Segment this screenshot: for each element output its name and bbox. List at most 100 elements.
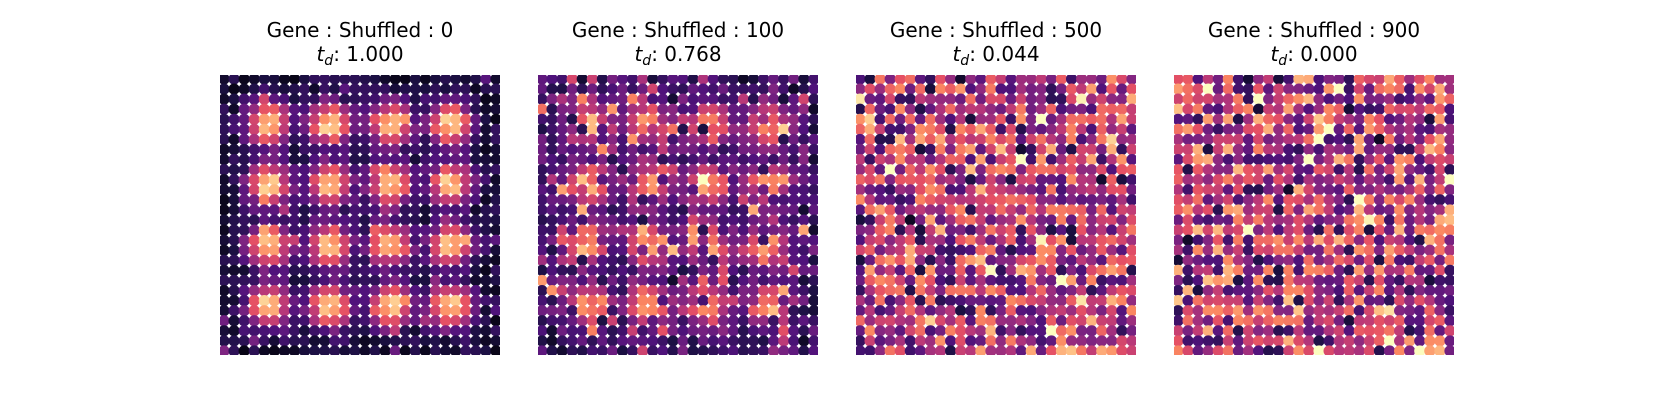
spot — [1174, 184, 1184, 196]
spot — [596, 214, 609, 226]
spot — [220, 93, 230, 105]
spot — [1086, 83, 1098, 95]
spot — [1096, 75, 1108, 85]
spot — [538, 174, 548, 186]
spot — [778, 335, 790, 347]
spot — [460, 83, 472, 95]
spot — [677, 295, 689, 307]
spot — [258, 305, 270, 317]
spot — [737, 184, 750, 196]
spot — [369, 234, 381, 246]
spot — [248, 234, 260, 246]
spot — [1313, 264, 1325, 277]
spot — [606, 325, 619, 337]
spot — [1116, 184, 1128, 196]
spot — [934, 315, 947, 327]
spot — [798, 244, 810, 256]
spot — [616, 244, 629, 256]
spot — [914, 93, 927, 105]
spot — [884, 93, 896, 105]
spot — [309, 194, 321, 206]
spot — [955, 113, 967, 125]
spot — [248, 295, 260, 307]
spot — [258, 335, 270, 347]
spot — [808, 143, 818, 156]
spot — [727, 164, 740, 176]
spot — [1414, 75, 1426, 85]
spot — [329, 295, 341, 307]
spot — [874, 284, 886, 297]
spot — [379, 123, 391, 135]
spot — [1055, 143, 1068, 156]
spot — [1182, 274, 1194, 287]
spot — [546, 305, 558, 317]
spot — [309, 113, 321, 125]
spot — [298, 93, 311, 105]
spot — [1273, 143, 1285, 156]
spot — [546, 254, 558, 266]
spot — [768, 284, 780, 297]
spot — [429, 113, 442, 125]
spot — [1126, 103, 1136, 115]
spot — [616, 234, 629, 246]
spot — [1025, 305, 1037, 317]
spot — [727, 254, 740, 266]
spot — [369, 284, 381, 297]
spot — [538, 254, 548, 266]
spot — [1434, 274, 1446, 287]
spot — [556, 264, 568, 277]
spot — [228, 325, 240, 337]
spot — [677, 123, 689, 135]
spot — [874, 305, 886, 317]
spot — [309, 284, 321, 297]
spot — [389, 133, 401, 146]
spot — [1333, 254, 1345, 266]
spot — [747, 234, 760, 246]
spot — [1434, 93, 1446, 105]
spot — [379, 194, 391, 206]
spot — [1015, 244, 1027, 256]
spot — [369, 335, 381, 347]
spot — [1116, 345, 1128, 355]
spot — [667, 224, 679, 236]
spot — [268, 274, 280, 287]
spot — [349, 83, 361, 95]
spot — [1242, 264, 1255, 277]
spot — [298, 274, 311, 287]
spot — [884, 274, 896, 287]
spot — [1116, 264, 1128, 277]
spot — [945, 284, 957, 297]
spot — [278, 164, 291, 176]
spot — [238, 164, 250, 176]
spot — [419, 204, 432, 216]
spot — [864, 194, 876, 206]
spot — [399, 315, 411, 327]
spot — [975, 305, 987, 317]
spot — [1263, 305, 1275, 317]
spot — [657, 345, 669, 355]
spot — [268, 284, 280, 297]
spot — [298, 214, 311, 226]
spot — [637, 153, 649, 166]
spot — [258, 123, 270, 135]
spot — [1212, 254, 1224, 266]
spot — [677, 274, 689, 287]
spot — [1283, 315, 1295, 327]
spot — [788, 264, 800, 277]
spot — [1353, 325, 1365, 337]
spot — [1232, 93, 1245, 105]
spot — [798, 234, 810, 246]
spot — [1126, 184, 1136, 196]
spot — [1424, 214, 1436, 226]
spot — [1232, 214, 1245, 226]
spot — [1273, 345, 1285, 355]
spot — [268, 174, 280, 186]
spot — [778, 295, 790, 307]
spot — [1116, 254, 1128, 266]
spot — [955, 214, 967, 226]
spot — [1212, 295, 1224, 307]
spot — [470, 194, 482, 206]
spot — [697, 325, 709, 337]
spot — [556, 244, 568, 256]
spot — [490, 184, 500, 196]
